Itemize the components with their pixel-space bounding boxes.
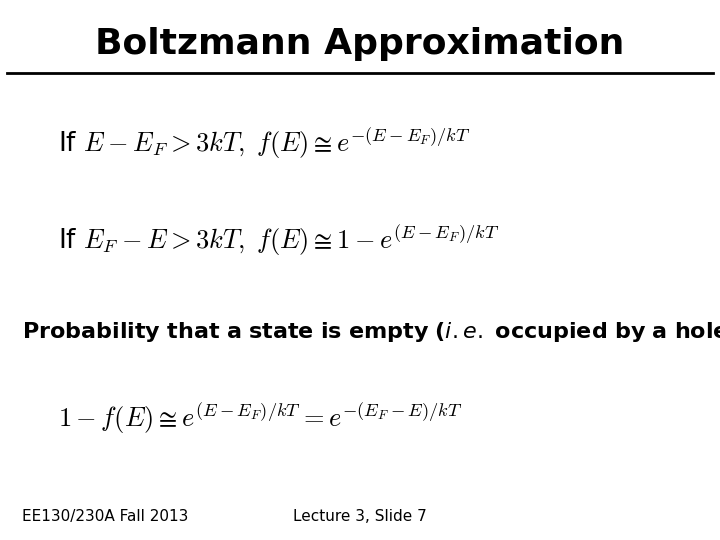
Text: If $E - E_F > 3kT,\; f(E) \cong e^{-(E-E_F)/kT}$: If $E - E_F > 3kT,\; f(E) \cong e^{-(E-E… bbox=[58, 126, 470, 160]
Text: $\mathbf{Probability\ that\ a\ state\ is\ empty\ (}$$\mathit{i.e.}$$\mathbf{\ oc: $\mathbf{Probability\ that\ a\ state\ is… bbox=[22, 320, 720, 344]
Text: EE130/230A Fall 2013: EE130/230A Fall 2013 bbox=[22, 509, 188, 524]
Text: Lecture 3, Slide 7: Lecture 3, Slide 7 bbox=[293, 509, 427, 524]
Text: If $E_F - E > 3kT,\; f(E) \cong 1 - e^{(E-E_F)/kT}$: If $E_F - E > 3kT,\; f(E) \cong 1 - e^{(… bbox=[58, 223, 499, 258]
Text: $1 - f(E) \cong e^{(E-E_F)/kT} = e^{-(E_F-E)/kT}$: $1 - f(E) \cong e^{(E-E_F)/kT} = e^{-(E_… bbox=[58, 401, 462, 436]
Text: Boltzmann Approximation: Boltzmann Approximation bbox=[95, 27, 625, 61]
